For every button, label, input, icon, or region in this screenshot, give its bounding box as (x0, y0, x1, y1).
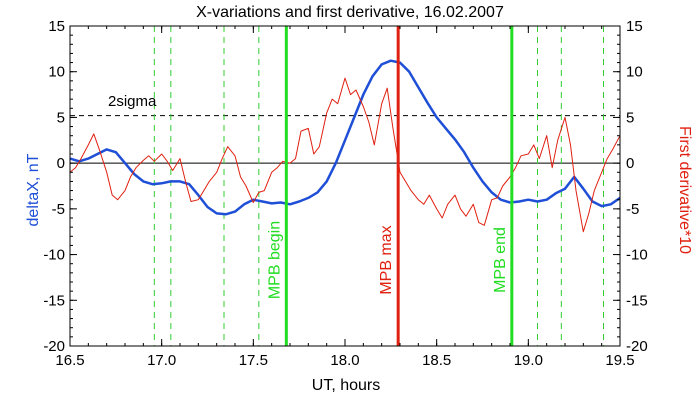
x-axis-title: UT, hours (312, 377, 380, 394)
grid-layer (70, 26, 620, 346)
y-tick-label-left: -10 (43, 247, 65, 264)
y-tick-label-left: 5 (57, 109, 65, 126)
derivative-series-line (69, 77, 621, 233)
y-tick-label-left: -5 (52, 201, 65, 218)
mpb-end-label: MPB end (492, 227, 509, 293)
x-tick-label: 18.5 (422, 352, 451, 369)
y-tick-label-left: 0 (57, 155, 65, 172)
y-tick-label-left: 15 (48, 18, 65, 35)
y-axis-title-left: deltaX, nT (25, 153, 42, 226)
y-tick-label-right: 0 (626, 155, 634, 172)
y-tick-label-right: 5 (626, 109, 634, 126)
y-axis-title-right: First derivative*10 (676, 126, 693, 254)
chart-title: X-variations and first derivative, 16.02… (196, 4, 504, 21)
y-tick-label-left: -15 (43, 292, 65, 309)
mpb-begin-label: MPB begin (266, 221, 283, 299)
y-tick-label-right: -20 (626, 338, 648, 355)
y-tick-label-right: 10 (626, 64, 643, 81)
markers-layer: MPB begin MPB max MPB end (266, 26, 514, 346)
x-tick-label: 18.0 (330, 352, 359, 369)
x-tick-label: 17.0 (147, 352, 176, 369)
y-tick-label-left: 10 (48, 64, 65, 81)
deltax-series-line (69, 59, 621, 216)
ticks-layer: 16.5 17.0 17.5 18.0 18.5 19.0 19.5 15 15 10 10 5 5 0 0… (43, 18, 647, 369)
y-tick-label-right: -15 (626, 292, 648, 309)
x-tick-label: 19.5 (605, 352, 634, 369)
mpb-max-label: MPB max (378, 225, 395, 294)
y-tick-label-right: 15 (626, 18, 643, 35)
x-tick-label: 16.5 (55, 352, 84, 369)
x-tick-label: 17.5 (239, 352, 268, 369)
series-layer (69, 59, 621, 233)
y-tick-label-right: -10 (626, 247, 648, 264)
y-tick-label-left: -20 (43, 338, 65, 355)
threshold-label: 2sigma (108, 93, 157, 110)
x-tick-label: 19.0 (514, 352, 543, 369)
y-tick-label-right: -5 (626, 201, 639, 218)
